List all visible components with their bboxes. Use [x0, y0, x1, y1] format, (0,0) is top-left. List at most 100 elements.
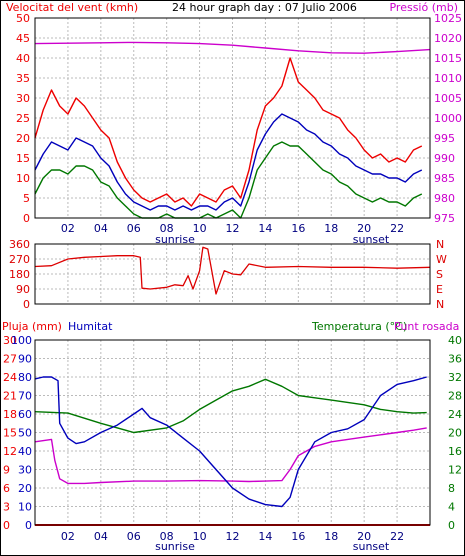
wind-ytick: 30 — [16, 92, 30, 105]
sunset-label: sunset — [353, 233, 390, 246]
temperature-axis-title: Temperatura (°C) — [311, 320, 407, 333]
rain-ytick: 27 — [3, 353, 17, 366]
dir-ytick: 90 — [16, 283, 30, 296]
rain-ytick: 30 — [3, 334, 17, 347]
dir-ytick: 360 — [9, 238, 30, 251]
climate-xtick: 12 — [226, 530, 240, 543]
pressure-ytick: 1010 — [434, 72, 462, 85]
humidity-ytick: 30 — [18, 464, 32, 477]
wind-xtick: 02 — [61, 222, 75, 235]
sunset-label-bottom: sunset — [353, 540, 390, 553]
wind-plot-frame — [34, 17, 431, 219]
climate-xtick: 02 — [61, 530, 75, 543]
wind-ytick: 45 — [16, 32, 30, 45]
rain-ytick: 18 — [3, 408, 17, 421]
humidity-ytick: 0 — [25, 519, 32, 532]
chart-title: 24 hour graph day : 07 Julio 2006 — [172, 1, 357, 14]
temperature-ytick: 36 — [448, 353, 462, 366]
climate-xtick: 22 — [390, 530, 404, 543]
rain-ytick: 3 — [3, 501, 10, 514]
temperature-ytick: 8 — [448, 482, 455, 495]
dir-compass-label: N — [436, 298, 444, 311]
temperature-ytick: 24 — [448, 408, 462, 421]
wind-xtick: 08 — [160, 222, 174, 235]
humidity-ytick: 40 — [18, 445, 32, 458]
rain-ytick: 21 — [3, 390, 17, 403]
climate-xtick: 06 — [127, 530, 141, 543]
rain-ytick: 6 — [3, 482, 10, 495]
rain-ytick: 12 — [3, 445, 17, 458]
pressure-ytick: 980 — [434, 192, 455, 205]
dir-compass-label: N — [436, 238, 444, 251]
wind-gust-line — [34, 57, 423, 207]
humidity-line — [34, 376, 427, 508]
wind-ytick: 5 — [23, 192, 30, 205]
humidity-ytick: 50 — [18, 427, 32, 440]
wind-ytick: 25 — [16, 112, 30, 125]
pressure-ytick: 1005 — [434, 92, 462, 105]
humidity-ytick: 80 — [18, 371, 32, 384]
dewpoint-line — [34, 427, 427, 485]
wind-xtick: 12 — [226, 222, 240, 235]
climate-xtick: 16 — [291, 530, 305, 543]
pressure-ytick: 995 — [434, 132, 455, 145]
temperature-line — [34, 378, 427, 434]
humidity-axis-title: Humitat — [68, 320, 113, 333]
wind-ytick: 20 — [16, 132, 30, 145]
dir-compass-label: E — [436, 283, 443, 296]
humidity-ytick: 20 — [18, 482, 32, 495]
dir-ytick: 180 — [9, 268, 30, 281]
dir-ytick: 0 — [23, 298, 30, 311]
humidity-ytick: 70 — [18, 390, 32, 403]
sunrise-label-bottom: sunrise — [155, 540, 195, 553]
wind-axis-title: Velocitat del vent (kmh) — [6, 1, 138, 14]
temperature-ytick: 20 — [448, 427, 462, 440]
pressure-ytick: 1020 — [434, 32, 462, 45]
wind-ytick: 35 — [16, 72, 30, 85]
pressure-ytick: 1015 — [434, 52, 462, 65]
temperature-ytick: 40 — [448, 334, 462, 347]
temperature-ytick: 28 — [448, 390, 462, 403]
climate-xtick: 20 — [357, 530, 371, 543]
climate-xtick: 04 — [94, 530, 108, 543]
wind-average-line — [34, 113, 423, 211]
temperature-ytick: 16 — [448, 445, 462, 458]
dir-compass-label: W — [436, 253, 447, 266]
wind-xtick: 20 — [357, 222, 371, 235]
temperature-ytick: 12 — [448, 464, 462, 477]
rain-ytick: 9 — [3, 464, 10, 477]
rain-axis-title: Pluja (mm) — [2, 320, 62, 333]
wind-ytick: 15 — [16, 152, 30, 165]
wind-ytick: 10 — [16, 172, 30, 185]
climate-plot-frame — [34, 339, 431, 526]
temperature-ytick: 4 — [448, 501, 455, 514]
temperature-ytick: 32 — [448, 371, 462, 384]
pressure-ytick: 1025 — [434, 12, 462, 25]
climate-xtick: 10 — [193, 530, 207, 543]
wind-ytick: 50 — [16, 12, 30, 25]
wind-xtick: 18 — [324, 222, 338, 235]
wind-xtick: 06 — [127, 222, 141, 235]
rain-ytick: 0 — [3, 519, 10, 532]
rain-ytick: 24 — [3, 371, 17, 384]
wind-direction-line — [34, 246, 431, 295]
wind-xtick: 16 — [291, 222, 305, 235]
wind-low-line — [34, 141, 423, 219]
direction-plot-frame — [34, 243, 431, 305]
wind-ytick: 0 — [23, 212, 30, 225]
rain-ytick: 15 — [3, 427, 17, 440]
climate-xtick: 18 — [324, 530, 338, 543]
wind-xtick: 04 — [94, 222, 108, 235]
dir-ytick: 270 — [9, 253, 30, 266]
humidity-ytick: 90 — [18, 353, 32, 366]
climate-xtick: 14 — [258, 530, 272, 543]
humidity-ytick: 60 — [18, 408, 32, 421]
dir-compass-label: S — [436, 268, 443, 281]
wind-ytick: 40 — [16, 52, 30, 65]
wind-xtick: 22 — [390, 222, 404, 235]
humidity-ytick: 10 — [18, 501, 32, 514]
pressure-line — [34, 41, 431, 54]
wind-xtick: 10 — [193, 222, 207, 235]
